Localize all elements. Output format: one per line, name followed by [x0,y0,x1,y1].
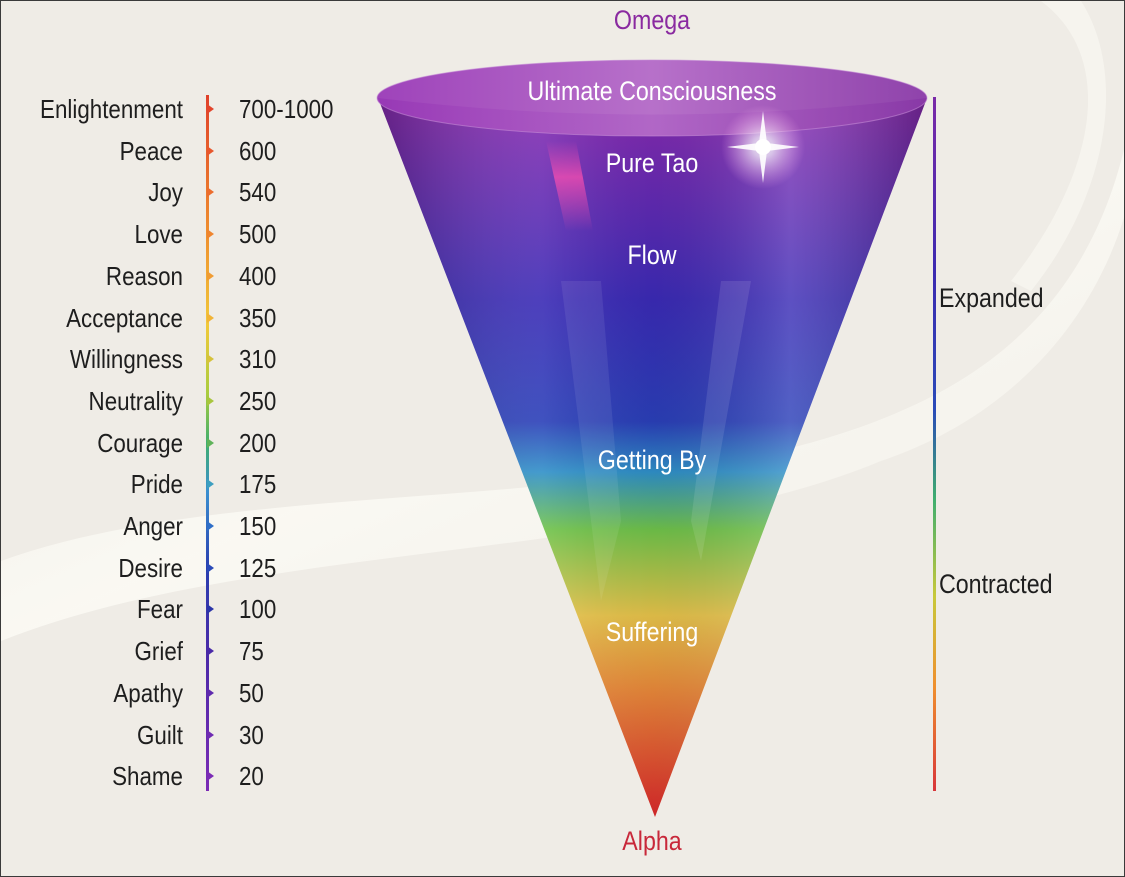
level-label: Anger [123,511,183,541]
expanded-label: Expanded [939,283,1044,313]
level-label: Fear [137,594,183,624]
level-value: 540 [239,177,277,207]
level-value: 350 [239,303,277,333]
zone-suffering: Suffering [605,617,699,647]
level-value: 125 [239,553,277,583]
level-marker [207,229,214,239]
level-label: Neutrality [88,386,183,416]
level-value: 50 [239,678,264,708]
apex-label: Omega [613,5,691,35]
level-label: Peace [119,136,183,166]
level-value: 30 [239,720,264,750]
level-value: 700-1000 [239,94,334,124]
level-label: Guilt [137,720,183,750]
level-marker [207,438,214,448]
level-marker [207,771,214,781]
level-value: 175 [239,469,277,499]
level-marker [207,479,214,489]
level-marker [207,271,214,281]
level-marker [207,396,214,406]
level-label: Acceptance [66,303,183,333]
level-label: Love [134,219,183,249]
level-label: Courage [97,428,183,458]
level-value: 400 [239,261,277,291]
pink-light-ray [546,141,593,231]
level-marker [207,187,214,197]
range-bar [933,97,936,791]
level-marker [207,146,214,156]
level-marker [207,563,214,573]
level-value: 100 [239,594,277,624]
level-value: 600 [239,136,277,166]
zone-flow: Flow [627,240,677,270]
level-label: Shame [112,761,183,791]
level-value: 500 [239,219,277,249]
level-label: Joy [148,177,183,207]
level-marker [207,521,214,531]
zone-pure-tao: Pure Tao [605,148,699,178]
level-marker [207,688,214,698]
level-marker [207,354,214,364]
level-value: 150 [239,511,277,541]
level-label: Apathy [113,678,183,708]
level-label: Pride [130,469,183,499]
level-marker [207,313,214,323]
level-value: 75 [239,636,264,666]
level-marker [207,104,214,114]
level-label: Enlightenment [40,94,183,124]
level-marker [207,604,214,614]
base-label: Alpha [622,826,682,856]
cone-shading [378,98,927,817]
zone-ultimate-consciousness: Ultimate Consciousness [527,76,777,106]
level-label: Grief [134,636,183,666]
level-value: 200 [239,428,277,458]
level-label: Desire [118,553,183,583]
level-value: 250 [239,386,277,416]
contracted-label: Contracted [939,569,1053,599]
level-marker [207,730,214,740]
zone-getting-by: Getting By [597,445,707,475]
level-label: Reason [105,261,183,291]
level-value: 20 [239,761,264,791]
level-label: Willingness [69,344,183,374]
level-marker [207,646,214,656]
level-value: 310 [239,344,277,374]
